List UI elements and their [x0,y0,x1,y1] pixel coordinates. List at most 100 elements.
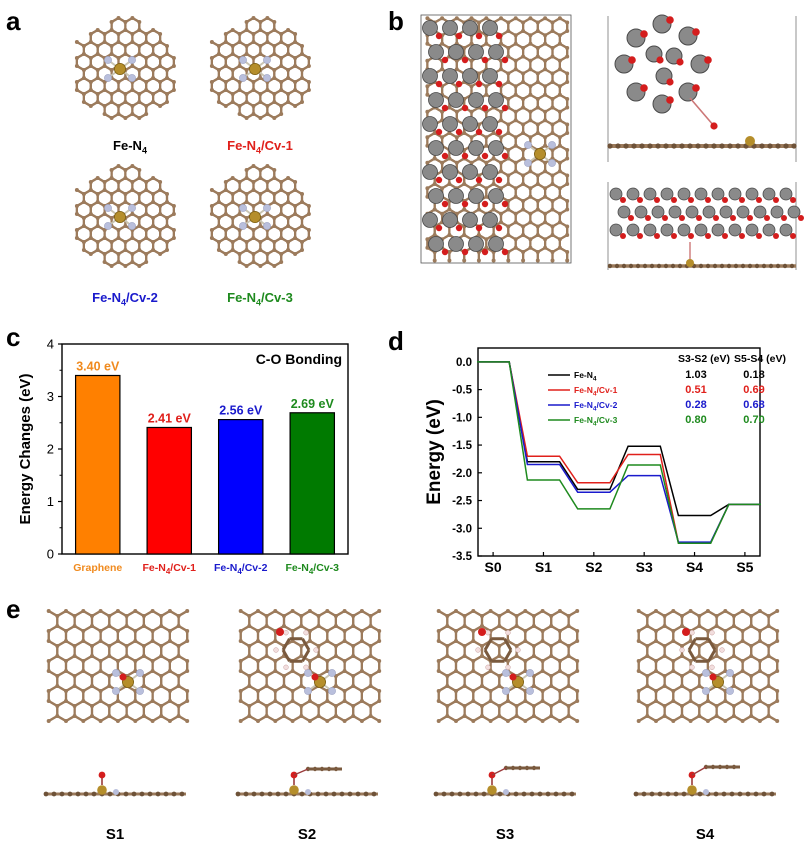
series-line [477,361,761,544]
y-tick-label: 1 [47,494,54,509]
label-fe-n4-cv-2: Fe-N4/Cv-2 [65,290,185,308]
y-tick-label: 4 [47,337,54,352]
x-category-label: Fe-N4/Cv-1 [143,562,197,576]
structure-oxide-cluster-side-view [607,14,797,162]
label-sub: 4 [256,145,262,156]
bar [217,418,264,555]
fe-n4-site [104,56,136,82]
graphene-side [235,771,378,797]
x-tick-label: S2 [585,559,602,575]
y-tick-label: -0.5 [452,385,472,397]
label-suffix: /Cv-1 [261,138,293,153]
adsorbed-molecule [679,628,725,670]
legend-label: Fe-N4/Cv-3 [574,415,618,428]
series-line [477,361,761,544]
graphene-lattice [209,16,311,120]
fe-n4-site [524,141,556,167]
label-suffix: /Cv-3 [261,290,293,305]
y-tick-label: -2.5 [452,496,472,508]
fe-n4-site [239,204,271,230]
label-main: Fe-N [92,290,122,305]
table-value-s5-s4: 0.68 [743,399,764,411]
legend-label: Fe-N4/Cv-1 [574,385,618,398]
structure-s4-side-view [633,764,776,797]
structure-fe-n4-cv-2 [74,164,176,268]
y-tick-label: -3.5 [452,551,472,563]
structure-s1-side-view [43,771,186,797]
graphene-lattice [46,609,190,723]
oxide-cluster [614,14,718,130]
x-category-label: Fe-N4/Cv-3 [286,562,340,576]
legend-label: Fe-N4/Cv-2 [574,400,618,413]
panel-letter-b: b [388,6,404,36]
structure-fe-n4-cv-1 [209,16,311,120]
plot-frame [477,347,761,557]
x-category-label: Fe-N4/Cv-2 [214,562,268,576]
structure-fe-n4-cv-3 [209,164,311,268]
table-value-s5-s4: 0.69 [743,384,764,396]
label-s2: S2 [297,826,317,843]
adsorbed-molecule [273,628,319,670]
structure-s3-top-view [436,609,580,723]
bar-data-label: 2.56 eV [219,404,263,418]
label-sub: 4 [121,297,127,308]
y-tick-label: -3.0 [452,523,472,535]
graphene-side [607,136,797,149]
graphene-lattice [74,16,176,120]
y-tick-label: 0.0 [456,357,472,369]
x-tick-label: S1 [535,559,552,575]
label-main: Fe-N [227,290,257,305]
y-tick-label: -1.0 [452,412,472,424]
label-fe-n4: Fe-N4 [80,138,180,156]
label-s4: S4 [695,826,715,843]
adsorbed-molecule-side [293,766,342,776]
graphene-lattice [209,164,311,268]
table-value-s3-s2: 0.80 [685,414,706,426]
oxide-slab [609,187,804,260]
x-tick-label: S5 [736,559,753,575]
x-category-label: Graphene [73,562,122,574]
structure-s2-side-view [235,766,378,797]
bar [289,412,336,555]
structure-s2-top-view [238,609,382,723]
graphene-side [43,771,186,797]
panel-letter-d: d [388,326,404,356]
adsorbed-molecule [475,628,521,670]
x-tick-label: S3 [636,559,653,575]
graphene-lattice [238,609,382,723]
oxide-atoms [422,20,509,256]
table-value-s3-s2: 0.28 [685,399,706,411]
label-s3: S3 [495,826,515,843]
graphene-side [633,771,776,797]
chart-annotation: C-O Bonding [256,351,342,367]
y-tick-label: 2 [47,442,54,457]
fe-n4-site [104,204,136,230]
y-axis-label: Energy Changes (eV) [17,374,34,525]
bar [146,426,193,555]
label-fe-n4-cv-3: Fe-N4/Cv-3 [200,290,320,308]
panel-letter-c: c [6,322,21,352]
table-value-s3-s2: 1.03 [685,369,706,381]
bar-data-label: 3.40 eV [76,360,120,374]
y-axis-label: Energy (eV) [424,399,445,505]
table-value-s5-s4: 0.70 [743,414,764,426]
structure-oxide-slab-top-view [420,14,572,264]
structure-oxide-slab-side-view [607,182,804,270]
label-main: Fe-N [113,138,142,153]
fe-n4-site [502,669,534,695]
table-value-s5-s4: 0.18 [743,369,764,381]
panel-letter-a: a [6,6,21,36]
graphene-lattice [436,609,580,723]
bar-data-label: 2.41 eV [148,411,192,425]
graphene-side [607,259,796,269]
energy-profile-chart: 0.0 -0.5 -1.0 -1.5 -2.0 -2.5 -3.0 -3.5 Energy (e… [424,347,786,575]
table-header: S5-S4 (eV) [734,353,786,365]
label-main: Fe-N [227,138,257,153]
fe-n4-site [239,56,271,82]
x-tick-label: S0 [485,559,502,575]
graphene-lattice [636,609,780,723]
bar-chart-co-bonding: 0 1 2 3 4 Energy Changes (eV) C-O Bonding 3.40 … [17,337,349,576]
series-line [477,361,761,543]
y-tick-label: -1.5 [452,440,472,452]
label-sub: 4 [141,145,147,156]
